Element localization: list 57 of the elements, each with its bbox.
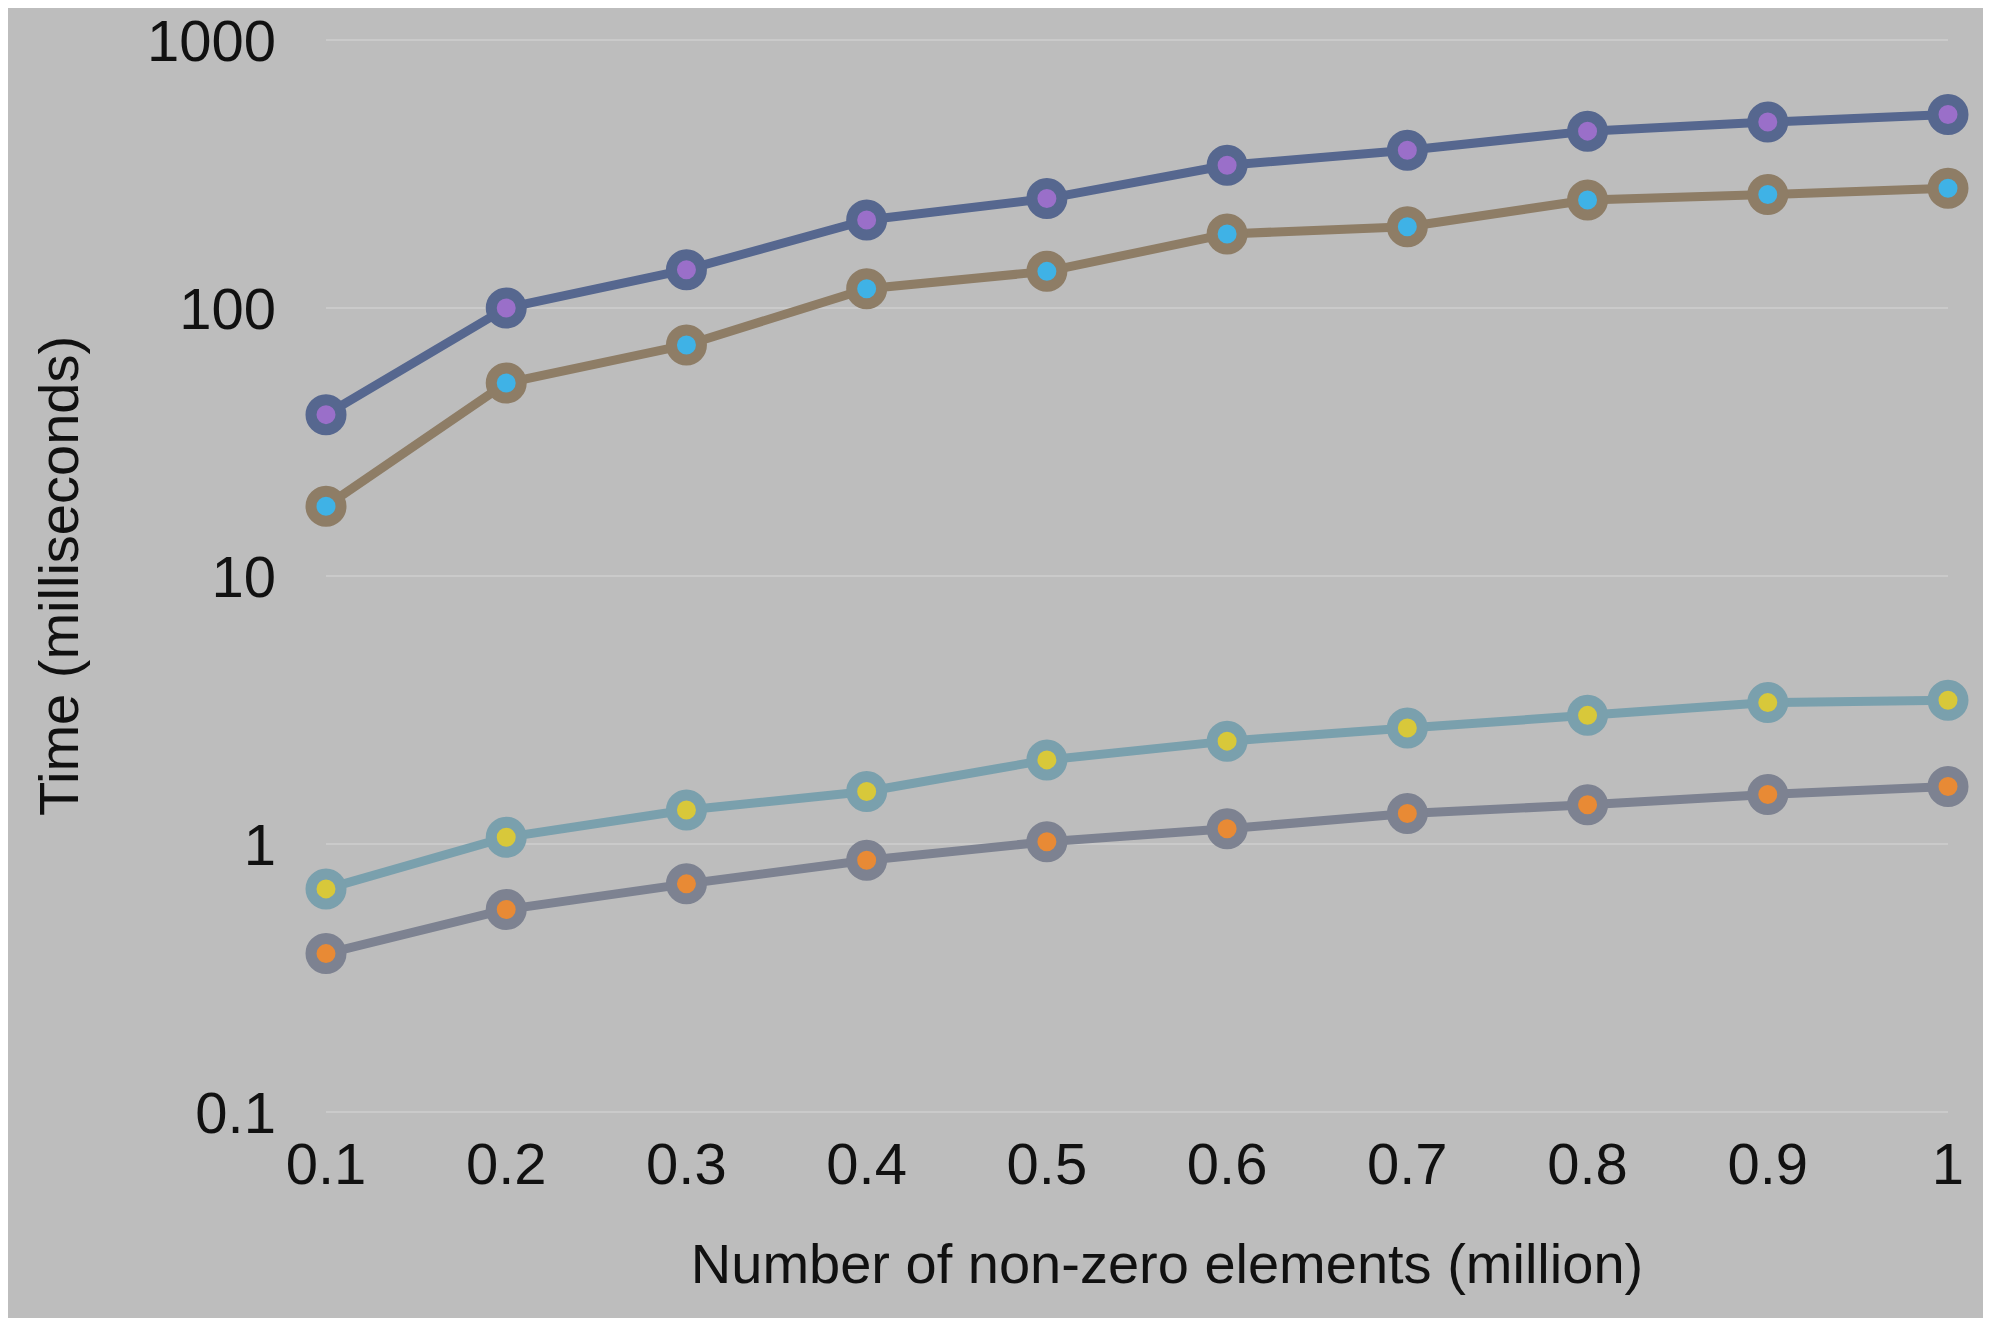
point	[846, 839, 888, 881]
x-tick-label: 0.9	[1727, 1131, 1809, 1196]
y-tick-label: 1000	[146, 7, 276, 73]
x-tick-label: 0.7	[1367, 1131, 1448, 1196]
point	[1206, 720, 1248, 762]
y-axis-title: Time (milliseconds)	[27, 335, 90, 817]
point	[1927, 765, 1969, 807]
point	[485, 888, 527, 930]
point	[1026, 739, 1068, 781]
point	[846, 199, 888, 241]
x-tick-label: 0.8	[1547, 1131, 1628, 1196]
x-tick-label: 0.3	[646, 1131, 727, 1196]
x-tick-label: 1	[1931, 1131, 1965, 1196]
point	[485, 816, 527, 858]
point	[1206, 808, 1248, 850]
point	[1747, 101, 1789, 143]
y-tick-label: 1	[243, 811, 276, 877]
point	[1747, 682, 1789, 724]
point	[305, 868, 347, 910]
x-tick-label: 0.6	[1186, 1131, 1268, 1196]
point	[1927, 167, 1969, 209]
point	[665, 789, 707, 831]
point	[846, 771, 888, 812]
point	[1567, 179, 1609, 221]
y-tick-label: 100	[179, 275, 276, 341]
x-tick-label: 0.4	[826, 1131, 907, 1196]
x-tick-label: 0.1	[285, 1131, 367, 1196]
point	[305, 933, 347, 975]
point	[1206, 213, 1248, 255]
point	[1567, 694, 1609, 736]
x-tick-label: 0.5	[1006, 1131, 1088, 1196]
point	[1026, 821, 1068, 863]
point	[665, 249, 707, 291]
point	[1567, 784, 1609, 826]
point	[665, 324, 707, 366]
point	[1386, 129, 1428, 171]
point	[1927, 94, 1969, 136]
point	[1026, 178, 1068, 220]
point	[305, 485, 347, 527]
point	[1567, 110, 1609, 152]
point	[1026, 250, 1068, 292]
x-tick-label: 0.2	[465, 1131, 547, 1196]
point	[1386, 707, 1428, 749]
y-tick-label: 0.1	[195, 1079, 276, 1145]
point	[1927, 679, 1969, 721]
point	[485, 362, 527, 404]
point	[1747, 174, 1789, 216]
point	[665, 863, 707, 905]
point	[1747, 774, 1789, 815]
point	[485, 287, 527, 329]
point	[1386, 206, 1428, 248]
point	[1206, 144, 1248, 186]
point	[1386, 792, 1428, 834]
point	[305, 394, 347, 436]
y-tick-label: 10	[211, 543, 276, 609]
point	[846, 268, 888, 310]
x-axis-title: Number of non-zero elements (million)	[690, 1232, 1644, 1295]
